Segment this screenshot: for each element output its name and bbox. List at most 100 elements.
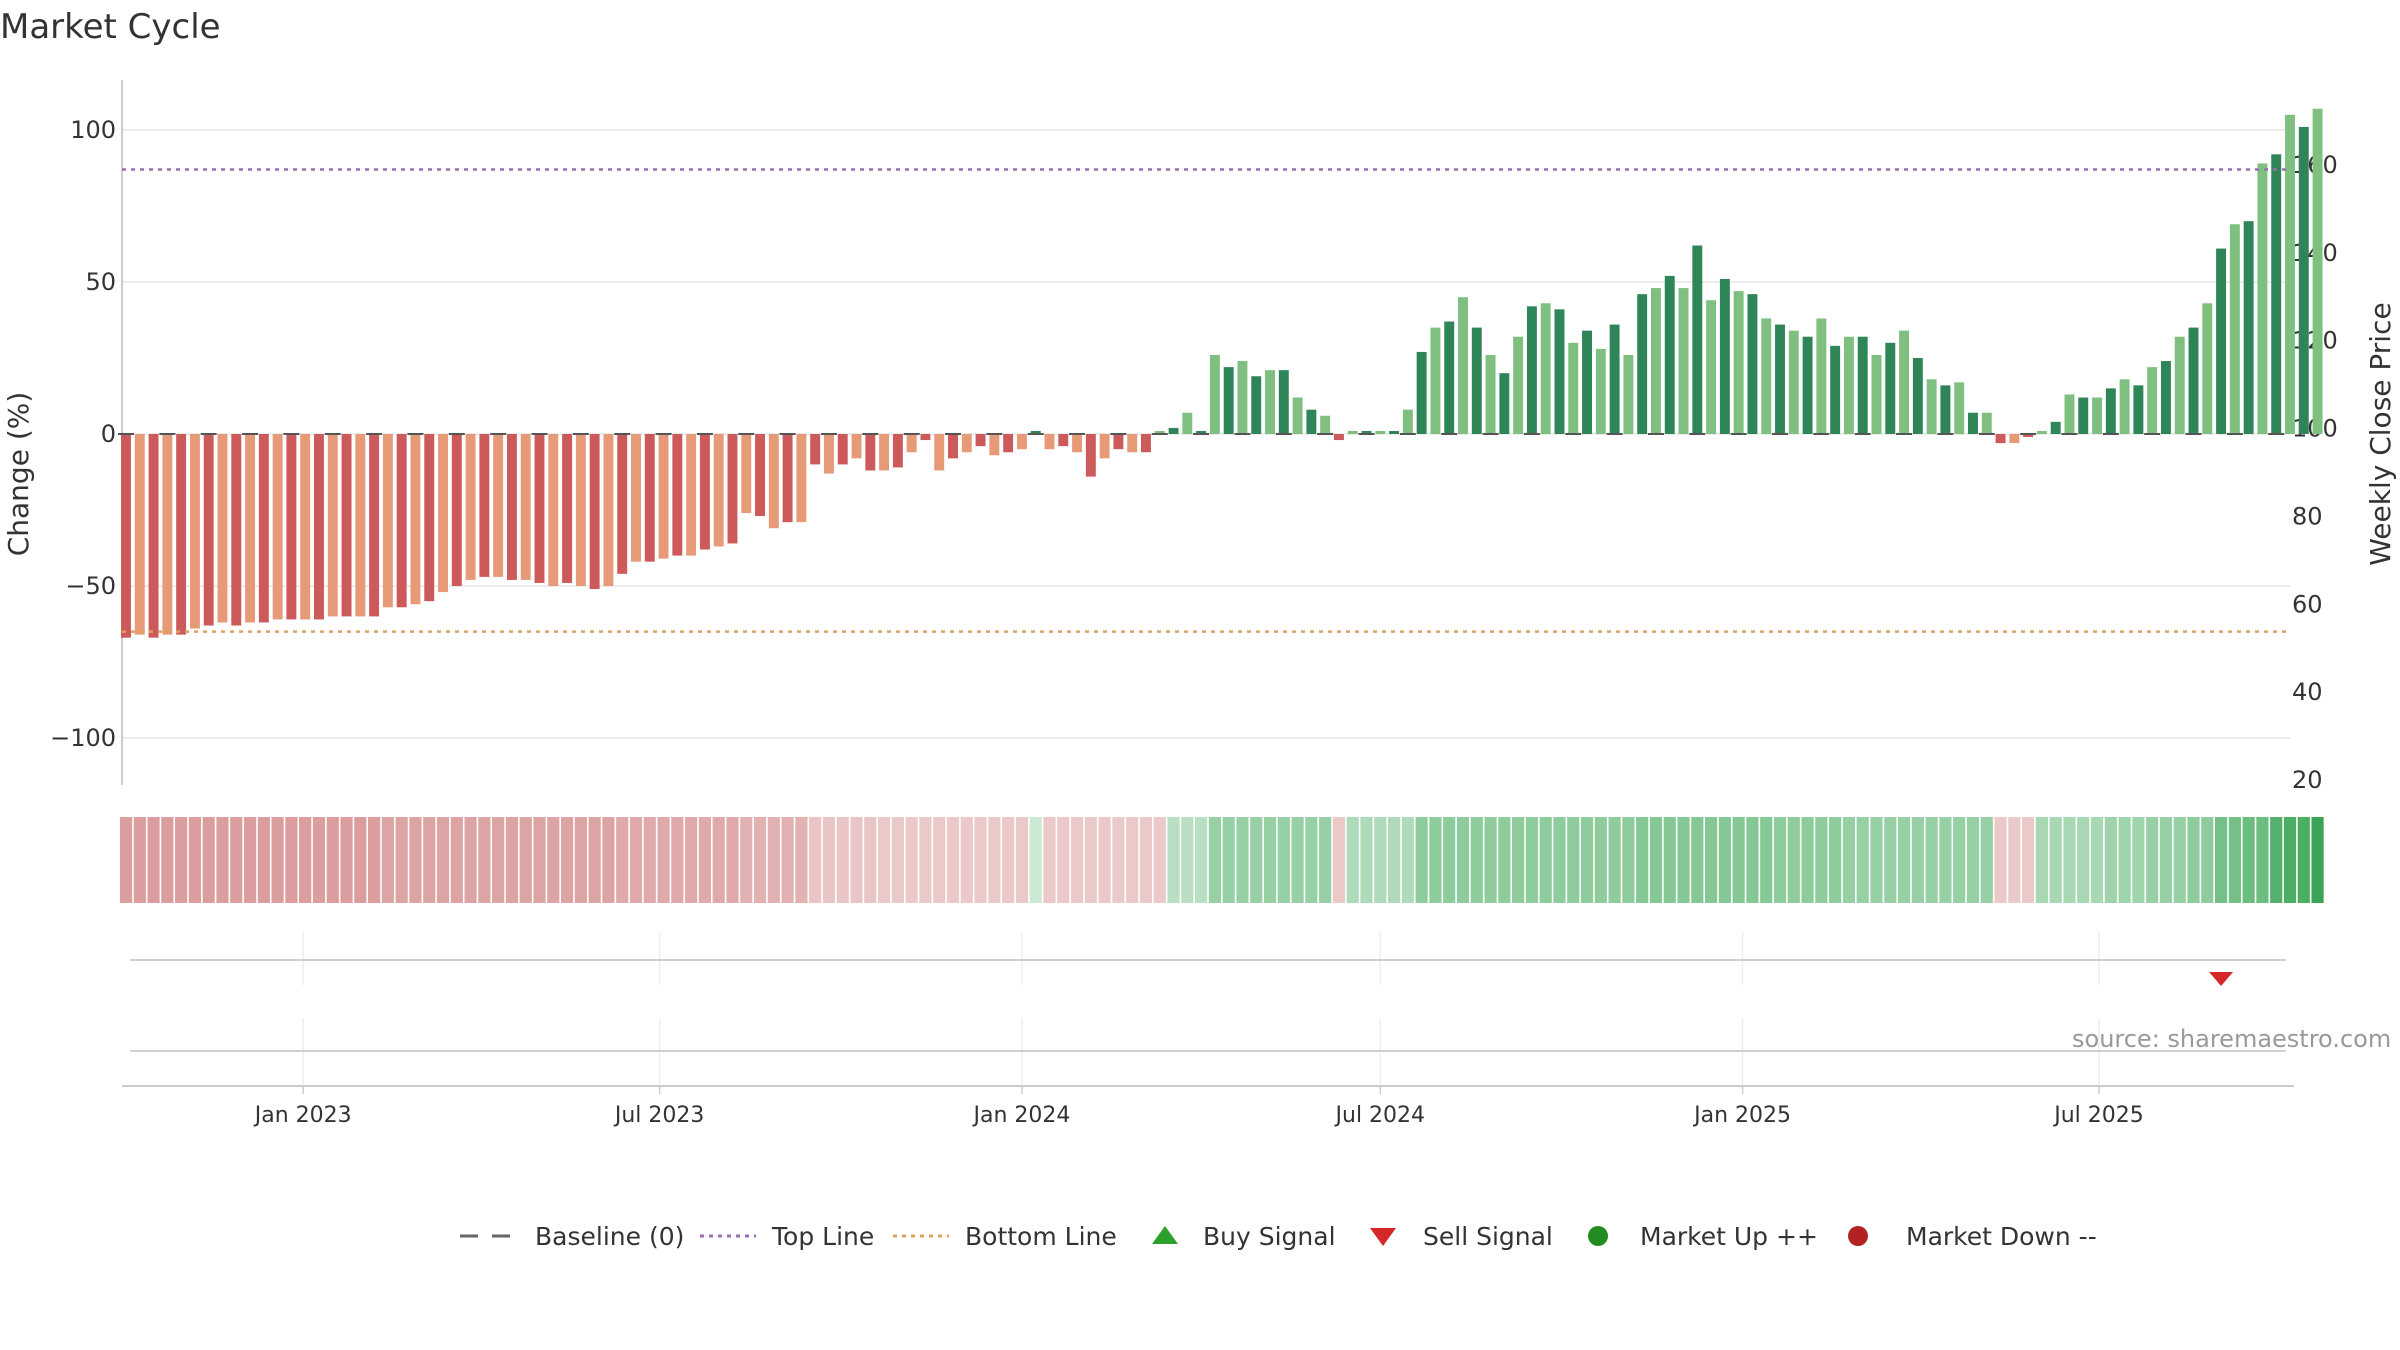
trend-strip-cell	[2297, 817, 2310, 903]
change-bar	[2119, 379, 2130, 434]
trend-strip-cell	[836, 817, 849, 903]
trend-strip-cell	[368, 817, 381, 903]
trend-strip-cell	[436, 817, 450, 903]
change-bar	[189, 434, 200, 629]
trend-strip-cell	[2146, 817, 2159, 903]
trend-strip-cell	[2173, 817, 2186, 903]
trend-strip-cell	[1512, 817, 1525, 903]
trend-strip-cell	[933, 817, 946, 903]
trend-strip-cell	[2283, 817, 2297, 903]
trend-strip-cell	[1222, 817, 1235, 903]
change-bar	[1306, 409, 1317, 434]
trend-strip-cell	[1787, 817, 1800, 903]
change-bar	[2257, 163, 2268, 434]
change-bar	[1444, 321, 1455, 434]
trend-strip-cell	[2063, 817, 2076, 903]
trend-strip-cell	[1732, 817, 1745, 903]
change-bar	[217, 434, 228, 623]
y-right-tick-label: 60	[2292, 590, 2323, 618]
trend-strip-cell	[726, 817, 739, 903]
change-bar	[1099, 434, 1110, 459]
trend-strip-cell	[740, 817, 753, 903]
change-bar	[1582, 330, 1593, 434]
change-bar	[631, 434, 641, 562]
change-bar	[1375, 430, 1386, 434]
trend-strip-cell	[243, 817, 257, 903]
trend-strip-cell	[1401, 817, 1414, 903]
change-bar	[823, 434, 834, 474]
trend-strip-cell	[2242, 817, 2255, 903]
trend-strip-cell	[2049, 817, 2062, 903]
trend-strip-cell	[905, 817, 918, 903]
change-bar	[2092, 397, 2102, 434]
change-bar	[2105, 388, 2116, 434]
trend-strip-cell	[616, 817, 629, 903]
trend-strip-cell	[147, 817, 160, 903]
trend-strip-cell	[822, 817, 836, 903]
trend-strip-cell	[299, 817, 312, 903]
change-bar	[1540, 303, 1551, 434]
change-bar	[176, 434, 187, 635]
trend-strip-cell	[1484, 817, 1497, 903]
trend-strip-cell	[767, 817, 780, 903]
trend-strip-cell	[574, 817, 587, 903]
change-bar	[865, 434, 876, 471]
trend-strip-cell	[974, 817, 987, 903]
trend-strip-cell	[216, 817, 229, 903]
trend-strip-cell	[698, 817, 711, 903]
trend-strip-cell	[1291, 817, 1304, 903]
trend-strip-cell	[1415, 817, 1428, 903]
trend-strip-cell	[2201, 817, 2214, 903]
change-bar	[1954, 382, 1965, 434]
trend-strip-cell	[1002, 817, 1015, 903]
change-bar	[1113, 434, 1124, 450]
change-bar	[1182, 412, 1193, 434]
sell-signal-marker	[2209, 972, 2234, 986]
trend-strip-cell	[340, 817, 353, 903]
change-bar	[162, 434, 173, 635]
change-bar	[1747, 294, 1758, 434]
legend-label: Sell Signal	[1423, 1222, 1553, 1251]
change-bar	[1320, 415, 1331, 434]
change-bar	[1981, 412, 1992, 434]
trend-strip-cell	[1374, 817, 1387, 903]
trend-strip-cell	[2228, 817, 2241, 903]
change-bar	[1016, 434, 1027, 450]
change-bar	[1526, 306, 1537, 434]
trend-strip-cell	[202, 817, 215, 903]
trend-strip-cell	[1594, 817, 1607, 903]
trend-strip-cell	[1760, 817, 1773, 903]
buy-signal-icon	[1152, 1226, 1178, 1244]
change-bar	[920, 434, 931, 441]
legend-item: Market Down --	[1848, 1222, 2097, 1251]
trend-strip-cell	[533, 817, 546, 903]
trend-strip-cell	[1553, 817, 1566, 903]
change-bar	[272, 434, 283, 620]
trend-strip-cell	[1153, 817, 1166, 903]
change-bar	[1609, 324, 1620, 434]
trend-strip-cell	[505, 817, 519, 903]
x-axis: Jan 2023 Jul 2023 Jan 2024 Jul 2024 Jan 2025…	[253, 1086, 2144, 1128]
change-bar	[1044, 434, 1055, 450]
trend-strip-cell	[1070, 817, 1084, 903]
change-bar	[713, 434, 724, 547]
legend: Baseline (0) Top Line Bottom Line Buy Signa…	[460, 1222, 2097, 1251]
change-bar	[1292, 397, 1303, 434]
y-tick-label: 0	[101, 420, 116, 448]
trend-strip-cell	[2035, 817, 2048, 903]
trend-strip-cell	[685, 817, 698, 903]
change-bar	[617, 434, 628, 574]
change-bar	[1788, 330, 1799, 434]
trend-strip-cell	[1139, 817, 1153, 903]
change-bar	[1389, 430, 1400, 434]
change-bar	[2036, 430, 2047, 434]
change-bar	[1843, 336, 1854, 434]
trend-strip-cell	[1084, 817, 1097, 903]
change-bar	[1196, 430, 1207, 434]
y-right-tick-label: 80	[2292, 502, 2323, 530]
change-bar	[148, 434, 159, 638]
legend-label: Bottom Line	[965, 1222, 1117, 1251]
change-bar	[327, 434, 338, 617]
legend-item: Bottom Line	[893, 1222, 1117, 1251]
y-tick-label: 100	[70, 116, 116, 144]
